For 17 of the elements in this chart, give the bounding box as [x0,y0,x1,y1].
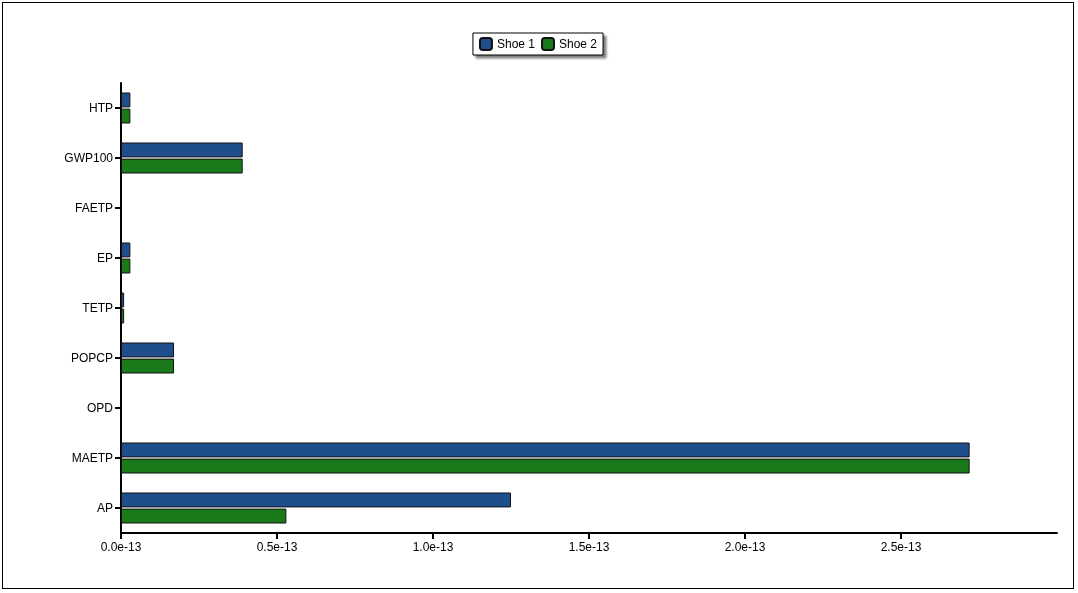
legend-label: Shoe 2 [559,37,598,51]
y-tick-label: AP [96,501,113,515]
x-tick-label: 1.5e-13 [568,540,610,554]
x-tick-label: 1.0e-13 [412,540,454,554]
y-tick-label: GWP100 [64,151,114,165]
x-tick-label: 0.5e-13 [256,540,298,554]
y-tick-label: MAETP [71,451,113,465]
x-tick-label: 2.5e-13 [880,540,922,554]
y-tick-label: EP [96,251,113,265]
y-tick-label: TETP [82,301,113,315]
x-tick-label: 2.0e-13 [724,540,766,554]
legend-label: Shoe 1 [496,37,536,51]
x-tick-label: 0.0e-13 [100,540,142,554]
y-tick-label: POPCP [70,351,113,365]
y-tick-label: HTP [89,101,113,115]
y-tick-label: FAETP [74,201,113,215]
y-tick-label: OPD [86,401,114,415]
